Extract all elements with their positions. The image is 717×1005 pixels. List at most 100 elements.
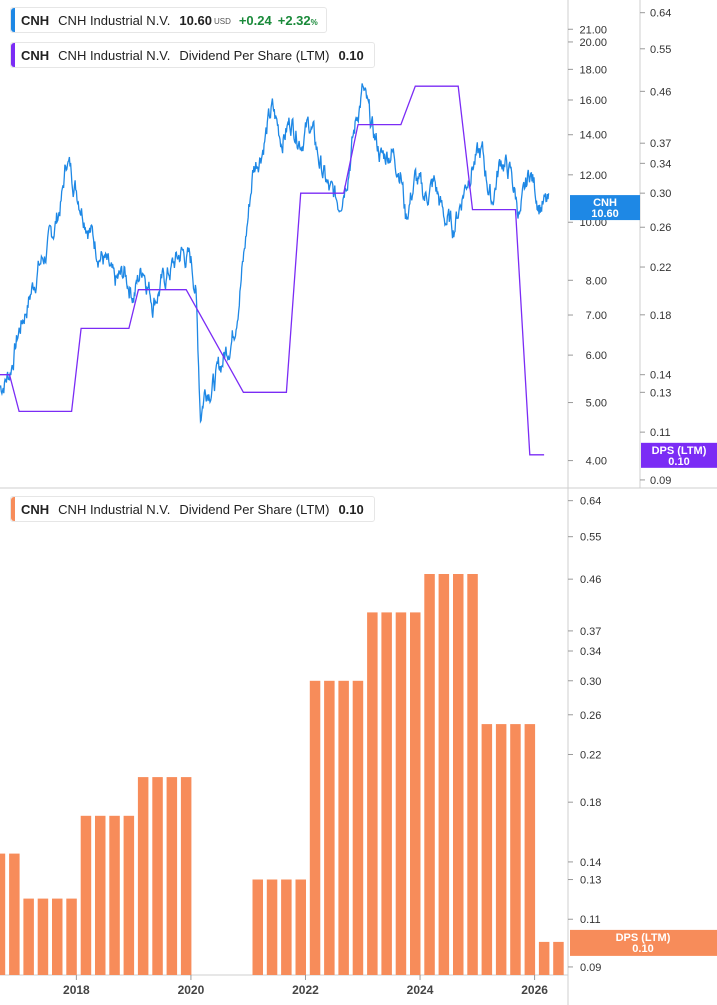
bar-dps-badge-value: 0.10: [632, 943, 653, 955]
dps-bar: [123, 815, 135, 975]
dps-bar: [395, 612, 407, 975]
price-tick-label: 7.00: [586, 310, 607, 322]
dps-bar: [23, 898, 34, 975]
bar-legend-metric: Dividend Per Share (LTM): [179, 501, 330, 517]
dps-legend-value: 0.10: [338, 47, 364, 63]
dps-bar: [37, 898, 49, 975]
price-tick-label: 21.00: [579, 24, 607, 36]
x-tick-label: 2026: [521, 983, 548, 997]
price-tick-label: 8.00: [586, 275, 607, 287]
dps-bar: [52, 898, 63, 975]
x-tick-label: 2020: [178, 983, 205, 997]
dps-tick-label: 0.22: [650, 262, 671, 274]
dps-bar: [538, 941, 550, 975]
dps-legend-swatch: [11, 43, 15, 67]
dps-bar: [438, 574, 450, 975]
price-legend-company: CNH Industrial N.V.: [58, 12, 171, 28]
dps-tick-label: 0.26: [650, 222, 671, 234]
price-tick-label: 4.00: [586, 456, 607, 468]
bar-tick-label: 0.30: [580, 676, 601, 688]
bar-tick-label: 0.14: [580, 857, 601, 869]
bar-tick-label: 0.34: [580, 646, 601, 658]
axis-ticks: 4.00 5.00 6.00 7.00 8.00 10.00 12.00 14.00 16.00…: [63, 8, 671, 997]
dps-tick-label: 0.30: [650, 188, 671, 200]
dps-badge: [641, 442, 717, 468]
price-tick-label: 10.00: [579, 217, 607, 229]
dps-bar: [281, 879, 292, 975]
dps-badge-label: DPS (LTM): [652, 445, 707, 457]
dps-bar: [9, 853, 20, 975]
line-series: [0, 83, 550, 456]
dps-bar: [524, 724, 536, 975]
bar-legend-value: 0.10: [338, 501, 364, 517]
price-legend[interactable]: CNH CNH Industrial N.V. 10.60 USD +0.24 …: [10, 7, 327, 33]
dps-bar: [309, 680, 321, 975]
dps-bar: [0, 853, 6, 975]
dps-bar: [453, 574, 464, 975]
dps-tick-label: 0.11: [650, 427, 671, 439]
bar-legend-ticker: CNH: [21, 501, 50, 517]
dps-bar: [381, 612, 392, 975]
price-tick-label: 18.00: [579, 64, 607, 76]
price-legend-ticker: CNH: [21, 12, 50, 28]
x-tick-label: 2022: [292, 983, 319, 997]
bar-tick-label: 0.55: [580, 532, 601, 544]
dps-tick-label: 0.14: [650, 370, 671, 382]
price-badge: [570, 195, 640, 221]
dps-bar: [95, 815, 106, 975]
dps-line: [0, 85, 545, 456]
dps-bar: [137, 777, 149, 975]
dps-tick-label: 0.64: [650, 8, 671, 20]
bar-legend-company: CNH Industrial N.V.: [58, 501, 171, 517]
bar-tick-label: 0.26: [580, 710, 601, 722]
price-tick-label: 14.00: [579, 130, 607, 142]
bar-tick-label: 0.37: [580, 626, 601, 638]
dps-tick-label: 0.37: [650, 138, 671, 150]
dps-bar: [109, 815, 120, 975]
dps-tick-label: 0.09: [650, 475, 671, 487]
dps-bar: [80, 815, 92, 975]
bar-dps-badge: [570, 929, 717, 956]
bar-tick-label: 0.64: [580, 496, 601, 508]
dps-bar-legend[interactable]: CNH CNH Industrial N.V. Dividend Per Sha…: [10, 496, 375, 522]
dps-bar: [367, 612, 378, 975]
x-tick-label: 2024: [407, 983, 434, 997]
price-line: [0, 83, 550, 424]
dps-bar: [495, 724, 507, 975]
dps-bar: [324, 680, 335, 975]
dps-tick-label: 0.18: [650, 310, 671, 322]
bar-tick-label: 0.09: [580, 962, 601, 974]
dps-legend-metric: Dividend Per Share (LTM): [179, 47, 330, 63]
price-badge-value: 10.60: [591, 208, 619, 220]
dps-bar: [553, 941, 564, 975]
bar-tick-label: 0.22: [580, 749, 601, 761]
price-legend-swatch: [11, 8, 15, 32]
x-tick-label: 2018: [63, 983, 90, 997]
price-tick-label: 20.00: [579, 37, 607, 49]
dps-line-legend[interactable]: CNH CNH Industrial N.V. Dividend Per Sha…: [10, 42, 375, 68]
dps-bar: [467, 574, 478, 975]
dps-tick-label: 0.34: [650, 158, 671, 170]
bar-tick-label: 0.13: [580, 875, 601, 887]
dps-legend-ticker: CNH: [21, 47, 50, 63]
dps-bar: [410, 612, 421, 975]
price-badge-label: CNH: [593, 197, 617, 209]
dps-bar: [152, 777, 163, 975]
price-tick-label: 16.00: [579, 95, 607, 107]
bar-tick-label: 0.11: [580, 914, 601, 926]
price-legend-change: +0.24: [238, 12, 272, 28]
dps-bar: [352, 680, 364, 975]
dps-bar: [166, 777, 178, 975]
price-tick-label: 5.00: [586, 398, 607, 410]
dps-bar: [180, 777, 192, 975]
dps-bar: [66, 898, 77, 975]
dps-badge-value: 0.10: [668, 456, 689, 468]
dps-tick-label: 0.13: [650, 387, 671, 399]
bar-tick-label: 0.46: [580, 574, 601, 586]
dps-bar: [266, 879, 278, 975]
price-legend-value: 10.60: [179, 12, 212, 28]
dps-legend-company: CNH Industrial N.V.: [58, 47, 171, 63]
dps-bar: [481, 724, 493, 975]
